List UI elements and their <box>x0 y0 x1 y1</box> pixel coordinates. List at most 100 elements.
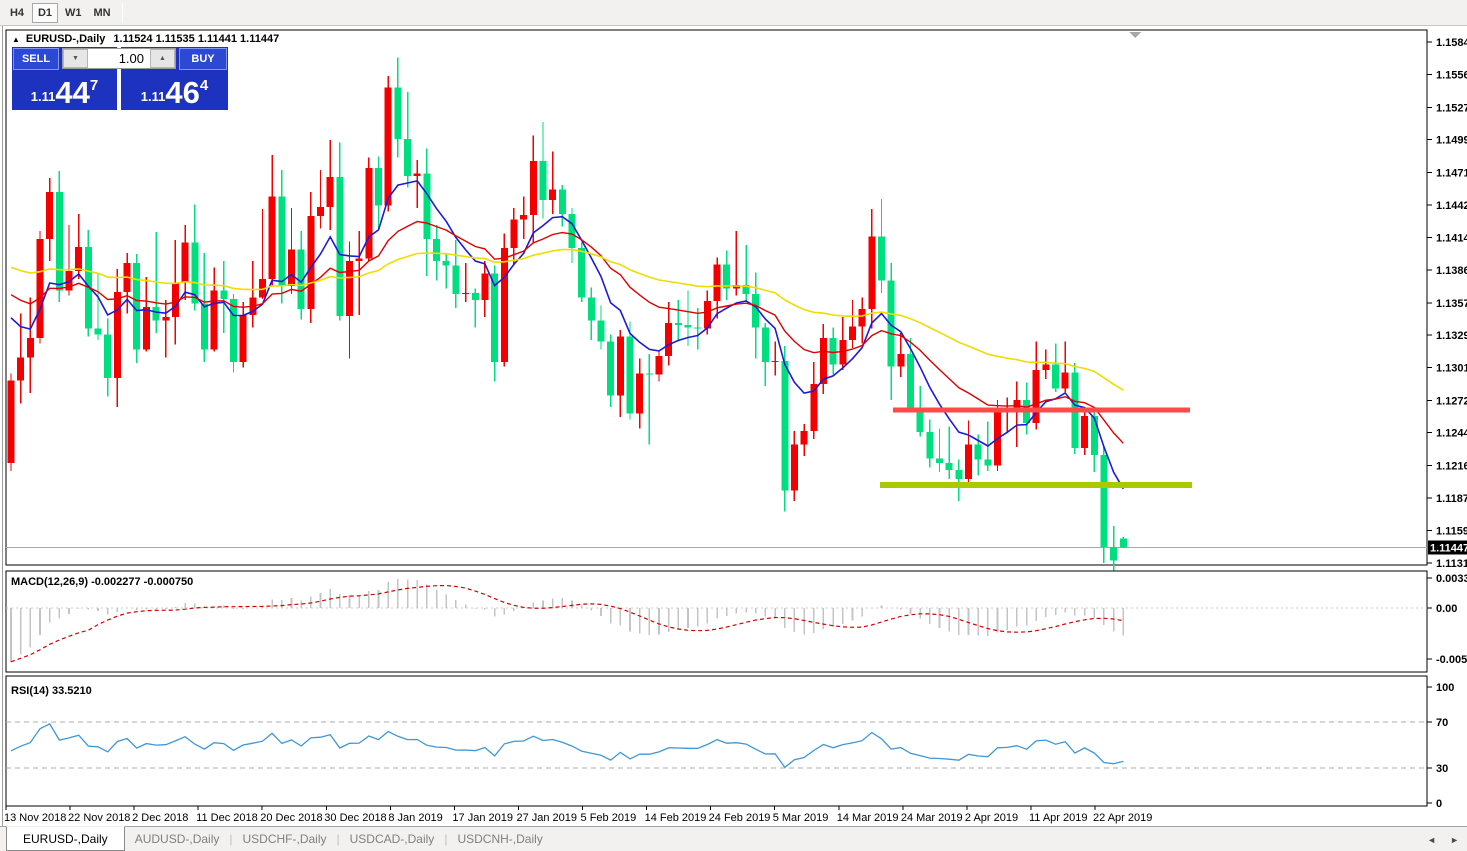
candle-body <box>94 328 102 335</box>
candle-body <box>1100 455 1108 547</box>
candle-body <box>684 325 692 328</box>
price-tick-label: 1.15275 <box>1436 102 1467 114</box>
tab-usdcnh-daily[interactable]: USDCNH-,Daily <box>457 832 543 846</box>
collapse-arrow-icon[interactable]: ▲ <box>12 34 20 44</box>
price-tick-label: 1.15560 <box>1436 70 1467 82</box>
macd-tick-label: 0.003386 <box>1436 573 1467 585</box>
candle-body <box>858 309 866 327</box>
candle-body <box>926 432 934 459</box>
volume-increase-button[interactable]: ▲ <box>150 49 175 68</box>
price-tick-label: 1.13295 <box>1436 330 1467 342</box>
candle-body <box>423 173 431 240</box>
candle-body <box>665 322 673 357</box>
candle-body <box>781 360 789 491</box>
volume-input[interactable]: 1.00 <box>118 51 144 66</box>
candle-body <box>936 458 944 464</box>
candle-body <box>258 279 266 298</box>
candle-body <box>133 263 141 350</box>
candle-body <box>752 294 760 328</box>
support-line[interactable] <box>880 481 1192 488</box>
candle-body <box>404 139 412 176</box>
candle-body <box>162 317 170 321</box>
tab-audusd-daily[interactable]: AUDUSD-,Daily <box>134 832 220 846</box>
candle-body <box>713 264 721 302</box>
candle-body <box>220 290 228 299</box>
chart-canvas[interactable]: 1.15845 1.15560 1.15275 1.14995 1.14710 1.144… <box>0 26 1467 826</box>
candle-body <box>1081 415 1089 449</box>
rsi-panel[interactable]: RSI(14) 33.5210 100 70 30 0 <box>5 675 1454 810</box>
candle-body <box>897 353 905 367</box>
horizontal-lines[interactable] <box>880 407 1192 488</box>
candle-body <box>761 327 769 362</box>
candle-body <box>616 336 624 396</box>
tab-separator: | <box>229 832 233 846</box>
candle-body <box>17 357 25 381</box>
candle-body <box>945 463 953 470</box>
date-tick-label: 11 Dec 2018 <box>196 812 258 824</box>
candle-body <box>819 337 827 384</box>
macd-panel[interactable]: MACD(12,26,9) -0.002277 -0.000750 0.00338… <box>5 570 1467 673</box>
sell-price-prefix: 1.11 <box>30 89 56 104</box>
candle-body <box>703 301 711 329</box>
volume-decrease-button[interactable]: ▼ <box>63 49 88 68</box>
candle-body <box>529 160 537 215</box>
timeframe-button-h4[interactable]: H4 <box>9 6 25 19</box>
price-tick-label: 1.14425 <box>1436 200 1467 212</box>
buy-price-big: 46 <box>165 75 200 110</box>
candle-body <box>790 444 798 491</box>
buy-button[interactable]: BUY <box>179 48 227 70</box>
rsi-line <box>10 723 1124 769</box>
tab-usdchf-daily[interactable]: USDCHF-,Daily <box>242 832 327 846</box>
quote-values: 1.11524 1.11535 1.11441 1.11447 <box>113 33 280 45</box>
price-tick-label: 1.14710 <box>1436 167 1467 179</box>
date-tick-label: 2 Apr 2019 <box>965 812 1018 824</box>
tab-separator: | <box>444 832 448 846</box>
rsi-tick-label: 100 <box>1436 682 1454 694</box>
candle-body <box>481 273 489 300</box>
resistance-line[interactable] <box>893 407 1190 413</box>
rsi-tick-label: 70 <box>1436 717 1448 729</box>
symbol-label: EURUSD-,Daily <box>25 33 106 45</box>
candle-body <box>848 326 856 341</box>
candle-body <box>549 189 557 200</box>
candle-body <box>346 260 354 316</box>
tab-usdcad-daily[interactable]: USDCAD-,Daily <box>349 832 435 846</box>
tab-scroll-left-icon[interactable]: ◄ <box>1427 834 1437 845</box>
candle-body <box>375 167 383 206</box>
candle-body <box>626 336 634 414</box>
candle-body <box>113 291 121 379</box>
timeframe-button-mn[interactable]: MN <box>93 6 111 19</box>
macd-tick-label: 0.00 <box>1436 603 1457 615</box>
tab-eurusd-daily[interactable]: EURUSD-,Daily <box>6 826 125 851</box>
timeframe-button-d1[interactable]: D1 <box>32 2 58 23</box>
candle-body <box>578 248 586 298</box>
buy-price: 1.11 46 4 <box>121 70 228 108</box>
macd-tick-label: -0.005737 <box>1436 654 1467 666</box>
rsi-panel-border <box>5 675 1428 807</box>
candle-body <box>568 213 576 249</box>
candle-body <box>229 298 237 362</box>
tab-scroll-right-icon[interactable]: ► <box>1450 834 1459 845</box>
candle-body <box>510 219 518 249</box>
candle-body <box>868 236 876 310</box>
candle-body <box>413 173 421 176</box>
candle-body <box>539 160 547 200</box>
date-tick-label: 22 Nov 2018 <box>68 812 130 824</box>
buy-price-panel[interactable]: BUY 1.11 46 4 <box>121 47 228 110</box>
date-tick-label: 13 Nov 2018 <box>4 812 66 824</box>
ma-slow-yellow-line <box>10 248 1124 391</box>
sell-button[interactable]: SELL <box>13 48 59 70</box>
candle-body <box>723 264 731 289</box>
candle-body <box>645 373 653 375</box>
candle-body <box>916 407 924 433</box>
rsi-label: RSI(14) 33.5210 <box>11 685 92 697</box>
sell-price: 1.11 44 7 <box>12 70 117 108</box>
price-tick-label: 1.14145 <box>1436 232 1467 244</box>
main-price-panel[interactable] <box>5 29 1428 580</box>
chart-window: 1.15845 1.15560 1.15275 1.14995 1.14710 1.144… <box>0 26 1467 826</box>
ma-mid-red-line <box>10 220 1124 444</box>
tab-separator: | <box>336 832 340 846</box>
date-tick-label: 11 Apr 2019 <box>1029 812 1088 824</box>
candle-body <box>152 306 160 321</box>
timeframe-button-w1[interactable]: W1 <box>65 6 82 19</box>
